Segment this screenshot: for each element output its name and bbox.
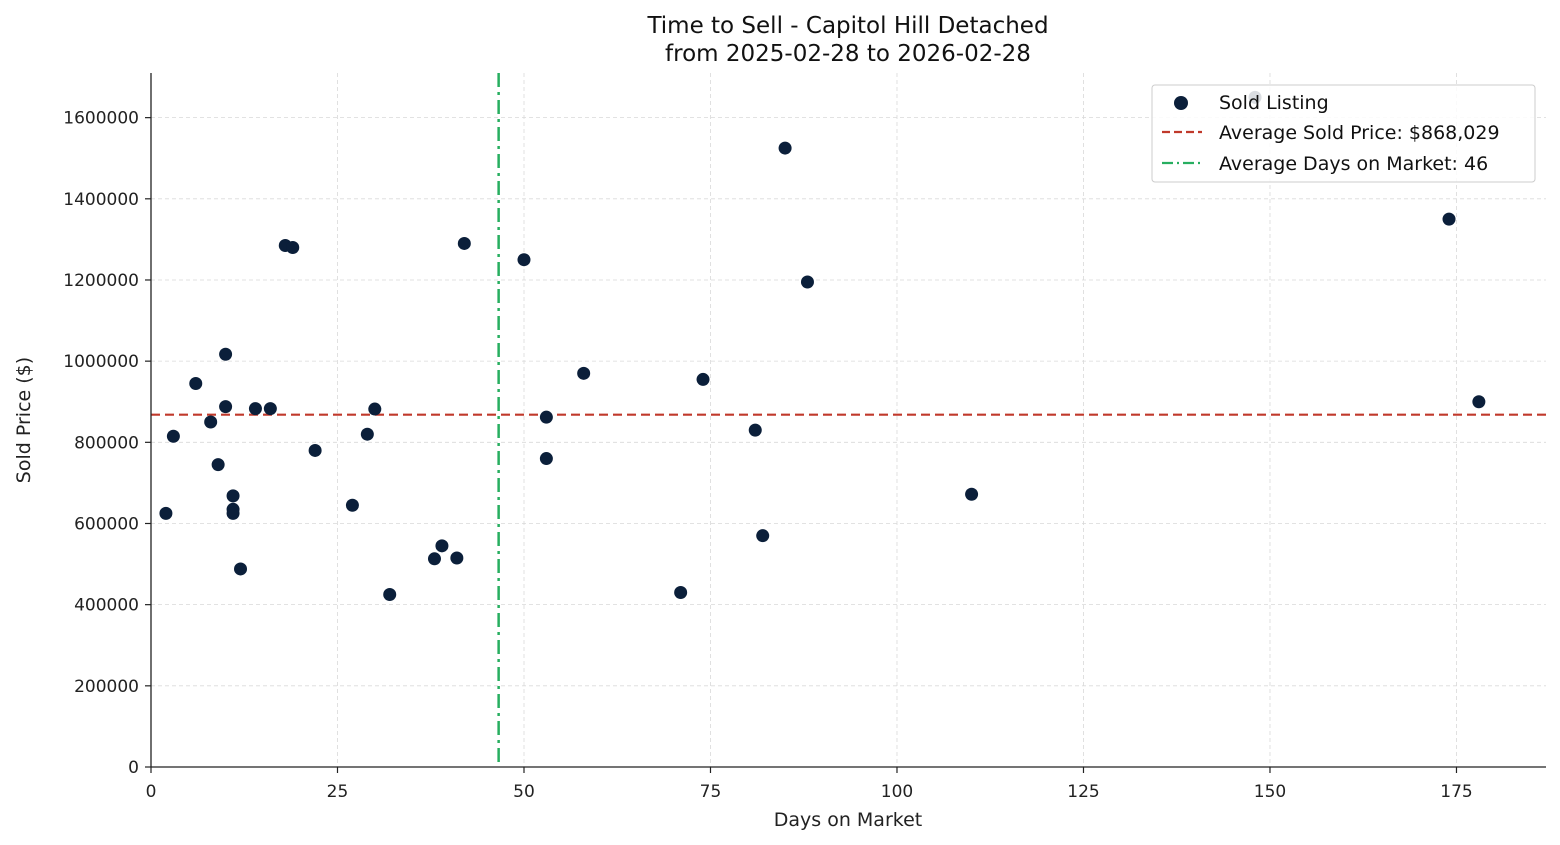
legend-marker-sold-listing — [1174, 96, 1188, 110]
sold-listing-point — [383, 588, 397, 602]
sold-listing-point — [234, 562, 248, 576]
sold-listing-point — [965, 487, 979, 501]
x-tick-label: 150 — [1254, 782, 1286, 802]
sold-listing-point — [457, 236, 471, 250]
sold-listing-point — [674, 585, 688, 599]
sold-listing-point — [248, 402, 262, 416]
sold-listing-point — [1442, 212, 1456, 226]
sold-listing-point — [577, 366, 591, 380]
y-axis-label: Sold Price ($) — [13, 357, 35, 483]
sold-listing-point — [189, 376, 203, 390]
sold-listing-point — [226, 489, 240, 503]
legend: Sold Listing Average Sold Price: $868,02… — [1151, 84, 1536, 183]
y-tick-label: 800000 — [74, 433, 139, 453]
y-tick-label: 1400000 — [63, 190, 139, 210]
sold-listing-point — [800, 275, 814, 289]
x-axis-label: Days on Market — [774, 809, 922, 831]
sold-listing-point — [219, 400, 233, 414]
sold-listing-point — [368, 402, 382, 416]
y-tick-label: 0 — [128, 758, 139, 778]
y-tick-label: 1200000 — [63, 271, 139, 291]
sold-listing-point — [286, 241, 300, 255]
sold-listing-point — [226, 506, 240, 520]
sold-listing-point — [166, 429, 180, 443]
sold-listing-point — [211, 458, 225, 472]
sold-listing-point — [517, 253, 531, 267]
chart-title-line1: Time to Sell - Capitol Hill Detached — [646, 13, 1048, 39]
data-points — [159, 90, 1486, 602]
chart-title-line2: from 2025-02-28 to 2026-02-28 — [665, 41, 1031, 67]
sold-listing-point — [756, 529, 770, 543]
x-tick-label: 0 — [146, 782, 157, 802]
sold-listing-point — [219, 347, 233, 361]
y-tick-label: 1600000 — [63, 109, 139, 129]
axes — [150, 73, 1546, 768]
sold-listing-point — [427, 552, 441, 566]
legend-box — [1151, 84, 1536, 183]
x-tick-label: 100 — [881, 782, 913, 802]
x-tick-label: 175 — [1440, 782, 1472, 802]
sold-listing-point — [263, 402, 277, 416]
y-tick-label: 600000 — [74, 514, 139, 534]
y-tick-label: 200000 — [74, 677, 139, 697]
y-ticks: 0 200000 400000 600000 800000 1000000 1200000 1… — [63, 109, 151, 778]
sold-listing-point — [778, 141, 792, 155]
sold-listing-point — [539, 452, 553, 466]
sold-listing-point — [539, 410, 553, 424]
x-tick-label: 50 — [513, 782, 535, 802]
sold-listing-point — [204, 415, 218, 429]
sold-listing-point — [696, 372, 710, 386]
sold-listing-point — [1472, 395, 1486, 409]
legend-label-avg-days: Average Days on Market: 46 — [1219, 153, 1488, 175]
sold-listing-point — [748, 423, 762, 437]
x-tick-label: 125 — [1067, 782, 1099, 802]
sold-listing-point — [450, 551, 464, 565]
y-tick-label: 1000000 — [63, 352, 139, 372]
sold-listing-point — [345, 498, 359, 512]
legend-label-sold-listing: Sold Listing — [1219, 92, 1329, 114]
x-ticks: 0 25 50 75 100 125 150 175 — [146, 767, 1473, 802]
sold-listing-point — [159, 506, 173, 520]
sold-listing-point — [308, 443, 322, 457]
reference-lines — [151, 73, 1546, 767]
legend-label-avg-price: Average Sold Price: $868,029 — [1219, 122, 1500, 144]
x-tick-label: 75 — [700, 782, 722, 802]
y-tick-label: 400000 — [74, 596, 139, 616]
sold-listing-point — [435, 539, 449, 553]
x-tick-label: 25 — [327, 782, 349, 802]
sold-listing-point — [360, 427, 374, 441]
